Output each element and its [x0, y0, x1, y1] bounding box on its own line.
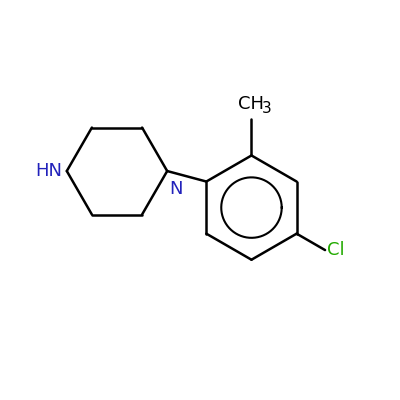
Text: 3: 3: [262, 101, 272, 116]
Text: N: N: [169, 180, 183, 198]
Text: Cl: Cl: [327, 241, 345, 259]
Text: CH: CH: [238, 95, 264, 113]
Text: HN: HN: [35, 162, 62, 180]
